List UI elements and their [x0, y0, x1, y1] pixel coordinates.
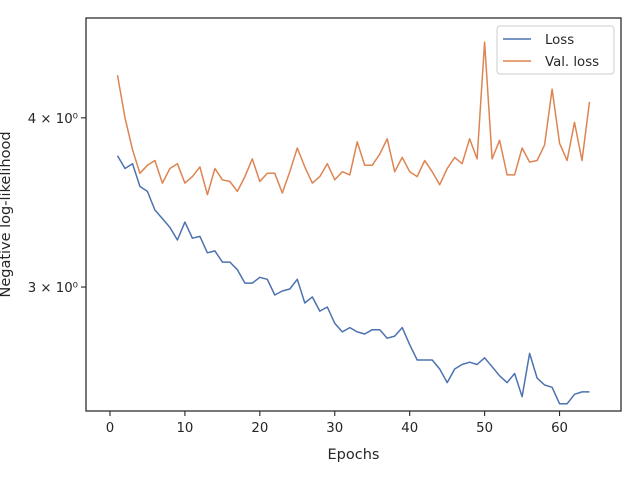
- x-tick-label: 20: [251, 421, 268, 436]
- legend: Loss Val. loss: [496, 25, 615, 75]
- plot-area: [116, 41, 591, 405]
- x-tick-label: 60: [551, 421, 568, 436]
- x-tick-label: 50: [476, 421, 493, 436]
- axes-frame: [85, 17, 622, 412]
- x-tick-label: 30: [326, 421, 343, 436]
- x-tick-label: 40: [401, 421, 418, 436]
- legend-box: [496, 25, 615, 75]
- series-line-loss: [116, 155, 590, 405]
- y-axis-ticks: 3 × 10⁰ 4 × 10⁰: [28, 112, 86, 296]
- y-tick-label: 4 × 10⁰: [28, 112, 78, 127]
- x-axis-ticks: 0 10 20 30 40 50 60: [106, 411, 568, 436]
- x-axis-label: Epochs: [328, 447, 380, 463]
- y-tick-label: 3 × 10⁰: [28, 281, 78, 296]
- x-tick-label: 0: [106, 421, 114, 436]
- x-tick-label: 10: [176, 421, 193, 436]
- y-axis-label: Negative log-likelihood: [0, 131, 14, 297]
- series-line-val-loss: [116, 41, 591, 196]
- legend-label-loss: Loss: [545, 33, 574, 48]
- legend-label-val-loss: Val. loss: [545, 55, 599, 70]
